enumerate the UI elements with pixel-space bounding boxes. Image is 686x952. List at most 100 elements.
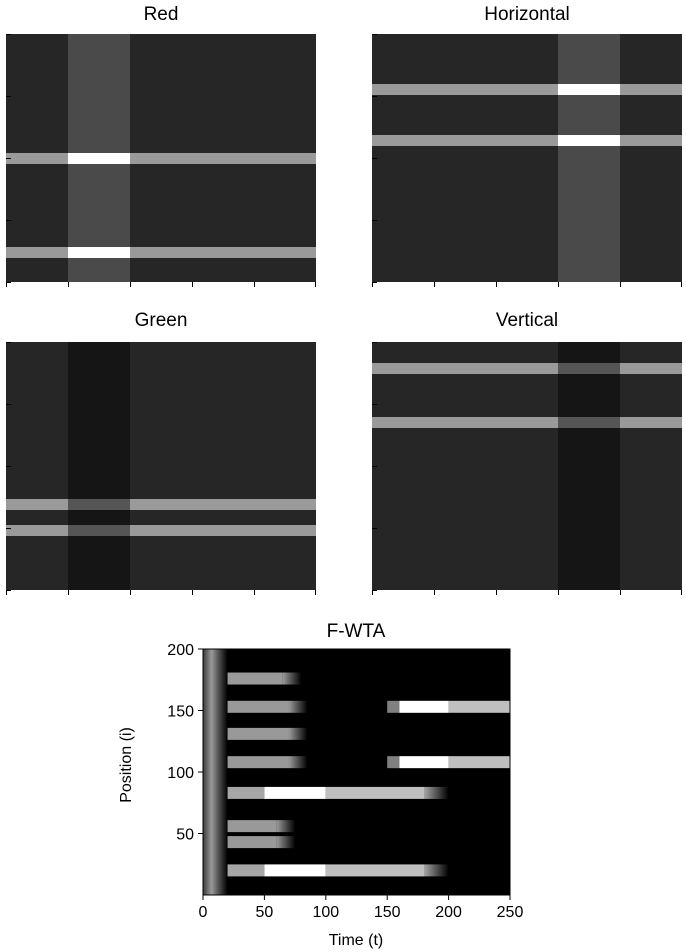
x-tick [192, 590, 193, 595]
y-tick [372, 404, 377, 405]
y-axis-label: Position (i) [118, 727, 135, 803]
band-intersection [68, 152, 130, 164]
activation-segment [227, 836, 277, 849]
horizontal-band [372, 362, 682, 374]
x-tick [130, 282, 131, 287]
y-tick-label: 50 [176, 827, 194, 844]
activation-segment [264, 864, 326, 877]
x-tick [372, 590, 373, 595]
y-tick [372, 282, 377, 283]
x-tick-label: 100 [312, 904, 339, 921]
x-tick [620, 282, 621, 287]
horizontal-band [6, 498, 316, 510]
activation-segment [399, 756, 449, 769]
activation-segment [227, 786, 265, 799]
x-tick [496, 282, 497, 287]
initial-transient [203, 649, 228, 895]
x-tick [620, 590, 621, 595]
activation-segment [399, 700, 449, 713]
x-tick [315, 282, 316, 287]
heatmap-background [203, 649, 510, 895]
horizontal-band [6, 246, 316, 258]
panel-title-vertical: Vertical [495, 310, 559, 331]
activation-segment [325, 786, 425, 799]
fwta-plot-area [203, 649, 510, 895]
x-tick [254, 282, 255, 287]
x-tick [558, 590, 559, 595]
x-tick [6, 590, 7, 595]
horizontal-band [372, 84, 682, 96]
activation-segment [227, 727, 289, 740]
y-tick [372, 158, 377, 159]
y-tick [372, 220, 377, 221]
green-panel [6, 342, 316, 590]
y-tick [6, 34, 11, 35]
band-intersection [68, 246, 130, 258]
activation-fade [288, 727, 308, 740]
y-tick [372, 342, 377, 343]
x-tick [558, 282, 559, 287]
activation-segment [448, 700, 510, 713]
x-tick-label: 250 [497, 904, 524, 921]
y-tick [6, 282, 11, 283]
activation-fade [276, 836, 296, 849]
activation-segment [325, 864, 425, 877]
x-tick [68, 590, 69, 595]
panel-title-red: Red [143, 4, 179, 25]
y-tick [6, 158, 11, 159]
activation-fade [276, 820, 296, 833]
y-tick [372, 590, 377, 591]
x-tick [496, 590, 497, 595]
activation-fade [288, 756, 308, 769]
horizontal-band [6, 524, 316, 536]
y-tick [372, 34, 377, 35]
activation-fade [424, 786, 449, 799]
x-tick [192, 282, 193, 287]
x-tick [681, 590, 682, 595]
horizontal-band [372, 417, 682, 429]
x-tick [315, 590, 316, 595]
band-intersection [558, 135, 620, 147]
x-tick [434, 282, 435, 287]
x-tick [372, 282, 373, 287]
x-axis-label: Time (t) [329, 932, 384, 949]
x-tick-label: 150 [374, 904, 401, 921]
band-intersection [68, 524, 130, 536]
y-tick [372, 96, 377, 97]
x-tick [254, 590, 255, 595]
x-tick [681, 282, 682, 287]
vertical-panel [372, 342, 682, 590]
x-tick [434, 590, 435, 595]
fwta-axes: 0 50 100 150 200 250 50 100 150 200 [167, 642, 523, 921]
activation-fade [424, 864, 449, 877]
y-tick [6, 96, 11, 97]
x-tick [68, 282, 69, 287]
y-tick [6, 466, 11, 467]
y-tick [6, 590, 11, 591]
panel-title-horizontal: Horizontal [484, 4, 570, 25]
activation-segment [227, 700, 289, 713]
activation-segment [227, 672, 283, 685]
activation-fade [288, 700, 308, 713]
horizontal-panel [372, 34, 682, 282]
y-tick [6, 220, 11, 221]
activation-segment [227, 820, 277, 833]
y-tick-label: 100 [167, 765, 194, 782]
activation-segment [227, 864, 265, 877]
activation-segment [264, 786, 326, 799]
y-tick-label: 200 [167, 642, 194, 659]
band-intersection [558, 417, 620, 429]
x-tick [130, 590, 131, 595]
vertical-band [558, 342, 620, 590]
vertical-band [68, 342, 130, 590]
activation-segment [448, 756, 510, 769]
fwta-title: F-WTA [327, 621, 386, 642]
horizontal-band [372, 135, 682, 147]
activation-fade [282, 672, 302, 685]
activation-segment [227, 756, 289, 769]
y-tick [6, 528, 11, 529]
x-tick-label: 0 [199, 904, 208, 921]
band-intersection [558, 84, 620, 96]
y-tick-label: 150 [167, 704, 194, 721]
